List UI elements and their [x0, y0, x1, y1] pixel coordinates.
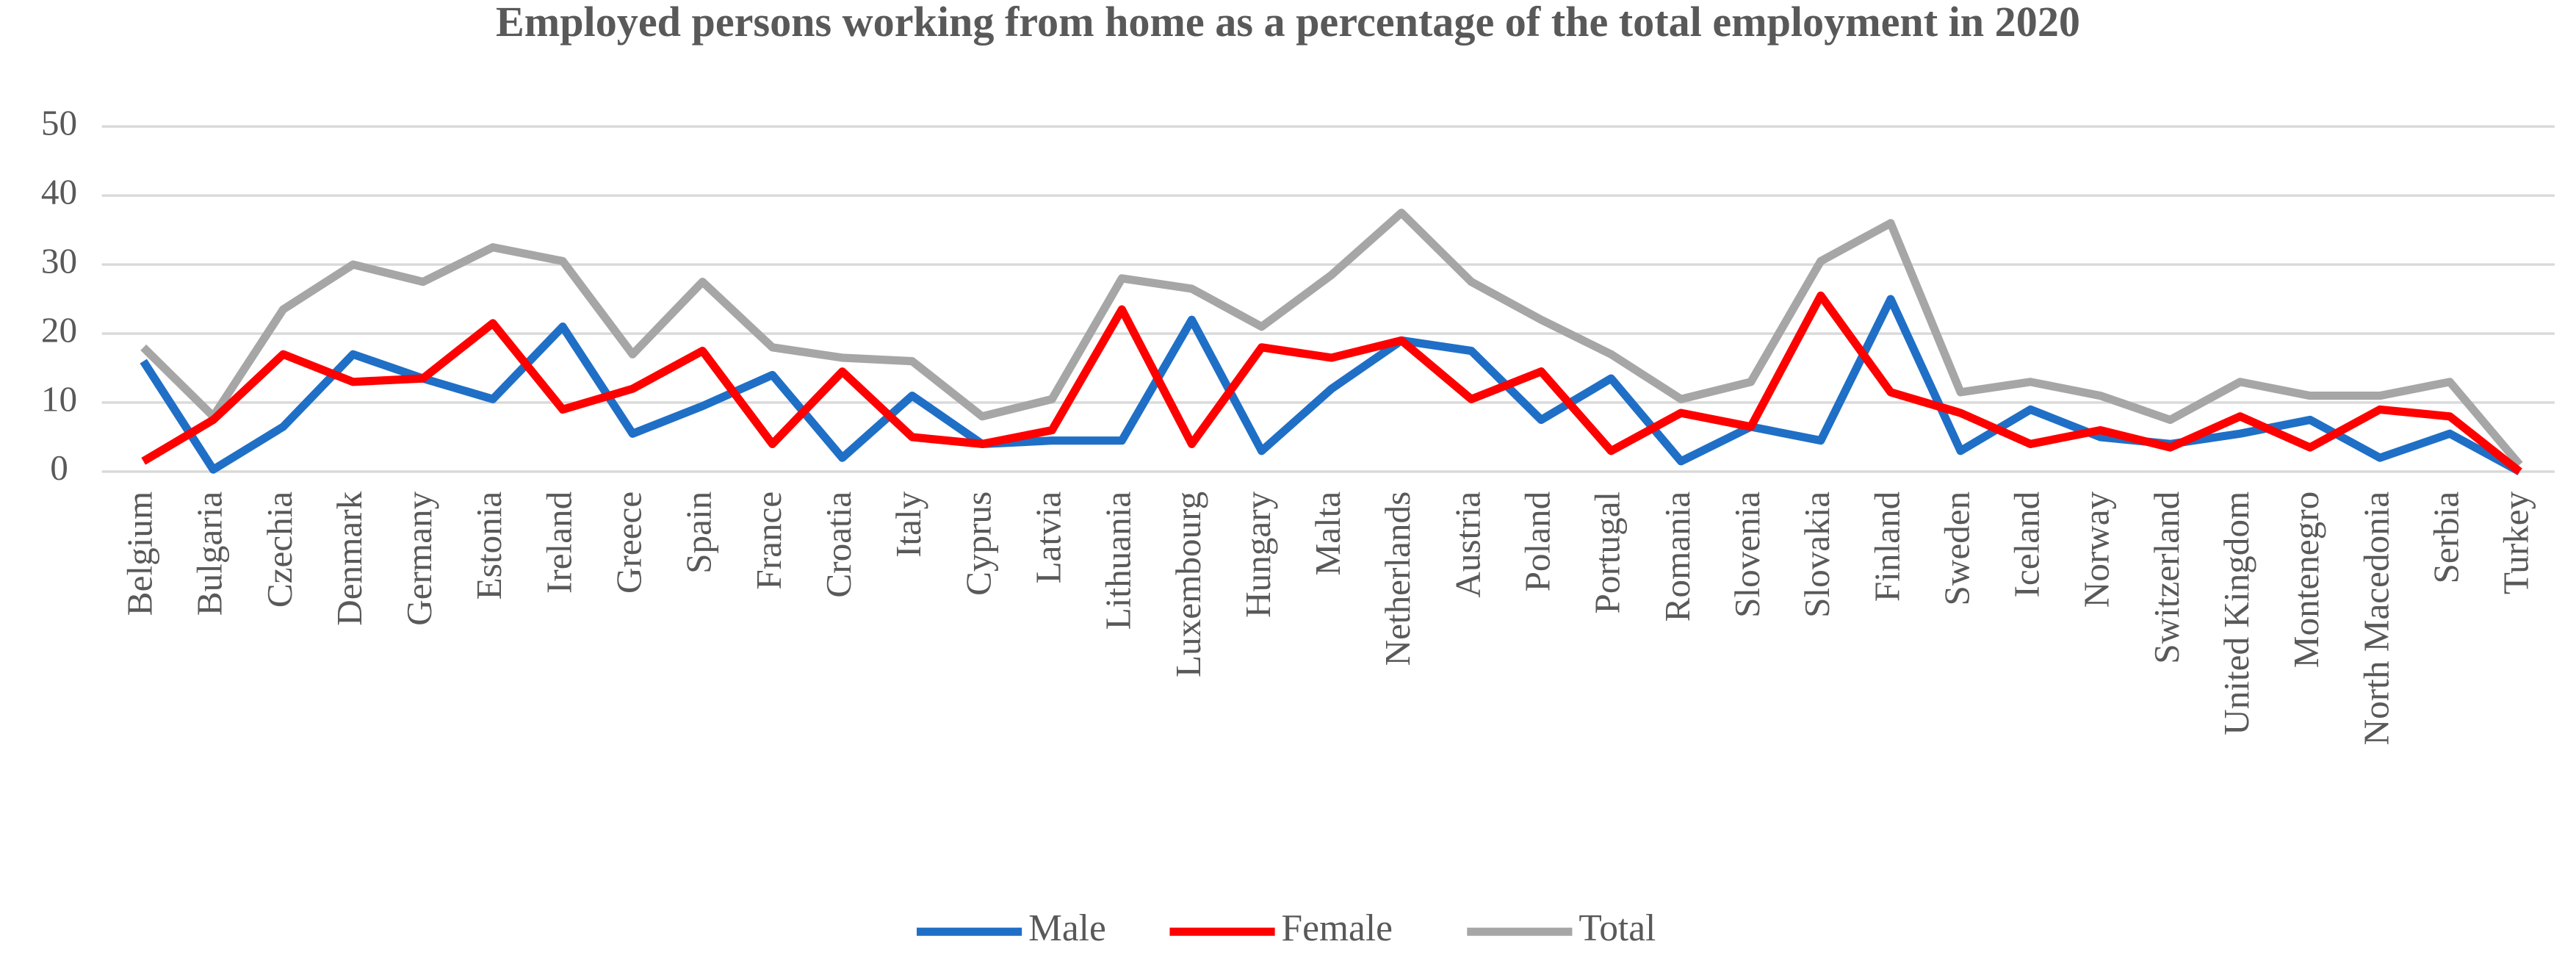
x-tick-label: Greece	[609, 492, 649, 594]
x-tick-label: Netherlands	[1377, 492, 1418, 666]
x-tick-label: Serbia	[2425, 492, 2466, 584]
x-tick-label: Spain	[679, 492, 719, 574]
chart-title: Employed persons working from home as a …	[496, 0, 2080, 46]
x-tick-label: Iceland	[2007, 492, 2047, 598]
x-tick-label: Latvia	[1028, 492, 1068, 584]
y-tick-label: 10	[41, 378, 77, 419]
x-tick-label: Germany	[399, 491, 439, 625]
x-tick-label: Malta	[1307, 492, 1348, 576]
x-tick-label: Poland	[1518, 492, 1558, 592]
x-tick-label: Estonia	[469, 492, 509, 600]
x-tick-label: Slovenia	[1727, 492, 1767, 618]
x-tick-label: Italy	[888, 491, 928, 558]
legend-label: Total	[1579, 907, 1656, 949]
x-tick-label: Czechia	[259, 492, 300, 608]
series-line	[140, 209, 2523, 468]
x-tick-label: Austria	[1447, 492, 1487, 598]
x-tick-label: Ireland	[538, 492, 579, 594]
x-tick-label: Luxembourg	[1168, 492, 1208, 677]
x-tick-label: Croatia	[818, 492, 859, 598]
series-line	[141, 291, 2522, 475]
x-tick-label: France	[748, 492, 789, 590]
x-tick-label: Romania	[1657, 492, 1698, 622]
x-tick-label: Norway	[2077, 491, 2117, 608]
y-tick-label: 30	[41, 240, 77, 281]
x-tick-label: Belgium	[119, 492, 159, 616]
x-tick-label: Hungary	[1238, 491, 1278, 618]
y-tick-label: 50	[41, 103, 77, 143]
x-tick-label: United Kingdom	[2216, 492, 2256, 735]
x-tick-label: Sweden	[1936, 492, 1977, 606]
x-tick-label: Switzerland	[2146, 492, 2187, 664]
x-tick-label: Montenegro	[2286, 492, 2326, 668]
x-tick-label: Lithuania	[1098, 492, 1139, 630]
x-tick-label: Bulgaria	[190, 492, 230, 616]
x-tick-label: North Macedonia	[2356, 492, 2396, 746]
y-tick-label: 20	[41, 309, 77, 350]
x-tick-label: Finland	[1866, 492, 1907, 602]
x-tick-label: Turkey	[2496, 491, 2536, 594]
y-tick-label: 40	[41, 171, 77, 212]
legend-label: Female	[1282, 907, 1393, 949]
x-tick-label: Denmark	[329, 491, 369, 625]
x-tick-label: Cyprus	[958, 492, 998, 596]
x-tick-label: Slovakia	[1797, 492, 1837, 618]
y-tick-label: 0	[50, 447, 68, 488]
x-tick-label: Portugal	[1587, 492, 1628, 614]
legend-label: Male	[1028, 907, 1106, 949]
